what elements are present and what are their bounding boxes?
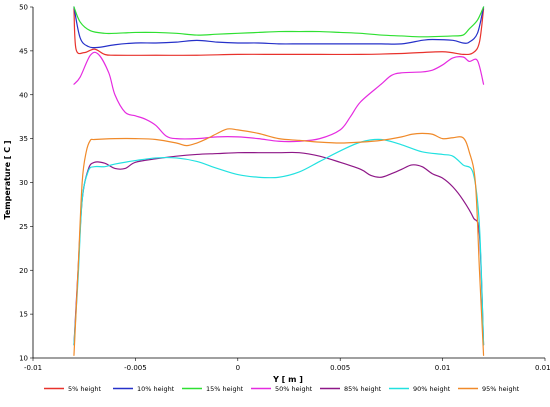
y-axis-title: Temperature [ C ] xyxy=(3,140,12,219)
y-tick-label: 30 xyxy=(19,179,28,187)
series-line-1 xyxy=(73,8,485,56)
legend-entry: 10% height xyxy=(113,385,175,393)
legend-label: 95% height xyxy=(482,385,520,393)
legend-label: 5% height xyxy=(68,385,102,393)
legend-label: 15% height xyxy=(206,385,244,393)
legend-entry: 50% height xyxy=(251,385,313,393)
y-tick-label: 20 xyxy=(19,267,28,275)
legend: 5% height 10% height 15% height 50% height 8… xyxy=(44,385,520,393)
x-tick-label: -0.005 xyxy=(124,364,147,372)
legend-entry: 5% height xyxy=(44,385,102,393)
y-tick-label: 40 xyxy=(19,91,28,99)
series-line-4 xyxy=(73,51,485,143)
series-line-3 xyxy=(73,6,485,38)
axes: -0.01 -0.005 0 0.005 0.01 0.015 10 15 20 25 30 35 40… xyxy=(19,4,550,373)
series-line-5 xyxy=(73,151,485,346)
legend-entry: 95% height xyxy=(458,385,520,393)
series-line-6 xyxy=(73,138,485,346)
legend-label: 90% height xyxy=(413,385,451,393)
x-tick-label: 0 xyxy=(236,364,240,372)
legend-entry: 90% height xyxy=(389,385,451,393)
series-layer xyxy=(73,6,485,356)
y-tick-label: 50 xyxy=(19,4,28,12)
legend-entry: 85% height xyxy=(320,385,382,393)
x-tick-label: 0.01 xyxy=(435,364,451,372)
x-tick-label: -0.01 xyxy=(24,364,42,372)
legend-entry: 15% height xyxy=(182,385,244,393)
legend-label: 50% height xyxy=(275,385,313,393)
legend-label: 10% height xyxy=(137,385,175,393)
legend-label: 85% height xyxy=(344,385,382,393)
y-tick-label: 35 xyxy=(19,135,28,143)
series-line-2 xyxy=(73,6,485,49)
y-tick-label: 45 xyxy=(19,47,28,55)
x-axis-title: Y [ m ] xyxy=(272,375,303,384)
y-tick-label: 25 xyxy=(19,223,28,231)
series-line-7 xyxy=(73,128,485,356)
y-tick-label: 10 xyxy=(19,355,28,363)
x-tick-label: 0.015 xyxy=(535,364,550,372)
y-tick-label: 15 xyxy=(19,311,28,319)
x-tick-label: 0.005 xyxy=(330,364,350,372)
